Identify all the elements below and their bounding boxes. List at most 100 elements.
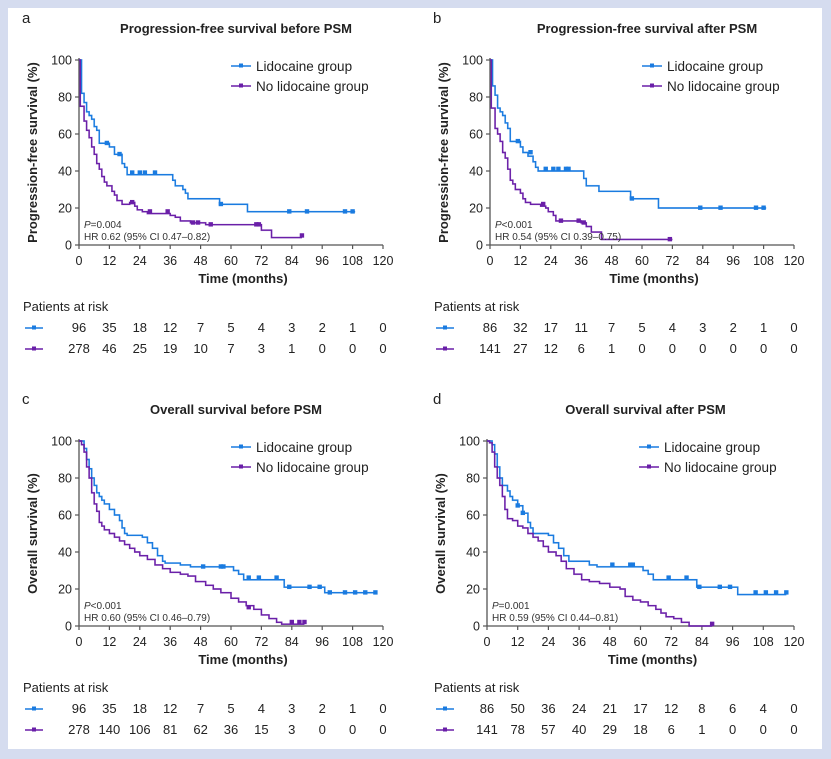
risk-count: 4	[669, 320, 676, 335]
x-tick-label: 48	[194, 635, 208, 649]
y-tick-label: 20	[58, 583, 72, 597]
risk-count: 3	[699, 320, 706, 335]
p-symbol: P	[492, 601, 499, 612]
survival-curve-lidocaine	[487, 440, 787, 596]
censor-mark-no_lidocaine	[289, 619, 294, 625]
x-tick-label: 72	[254, 254, 268, 268]
risk-count: 278	[68, 722, 90, 737]
risk-row-marker-lidocaine	[443, 325, 447, 330]
censor-mark-lidocaine	[352, 590, 358, 595]
risk-count: 62	[193, 722, 207, 737]
censor-mark-lidocaine	[274, 575, 279, 580]
risk-count: 86	[480, 701, 494, 716]
censor-mark-no_lidocaine	[147, 209, 153, 214]
legend-label-no_lidocaine: No lidocaine group	[664, 460, 777, 475]
x-tick-label: 120	[373, 635, 394, 649]
x-tick-label: 0	[76, 635, 83, 649]
censor-mark-lidocaine	[630, 562, 636, 567]
censor-mark-lidocaine	[373, 590, 378, 595]
x-tick-label: 36	[574, 254, 588, 268]
risk-count: 0	[790, 701, 797, 716]
y-axis-label: Progression-free survival (%)	[436, 62, 451, 243]
censor-mark-lidocaine	[221, 564, 226, 569]
p-value: P<0.001	[495, 220, 533, 231]
x-axis-label: Time (months)	[608, 652, 697, 667]
censor-mark-lidocaine	[528, 150, 533, 155]
censor-mark-lidocaine	[342, 590, 348, 595]
y-tick-label: 80	[469, 91, 483, 105]
risk-count: 40	[572, 722, 586, 737]
y-tick-label: 80	[58, 91, 72, 105]
survival-curve-no_lidocaine	[487, 440, 713, 627]
y-axis-label: Overall survival (%)	[433, 473, 448, 594]
risk-count: 0	[760, 341, 767, 356]
risk-count: 32	[513, 320, 527, 335]
y-tick-label: 20	[58, 202, 72, 216]
chart-title: Progression-free survival after PSM	[537, 21, 757, 36]
legend-label-no_lidocaine: No lidocaine group	[256, 460, 369, 475]
chart-panel-d: d Overall survival after PSM Overall survi…	[433, 391, 804, 737]
y-tick-label: 60	[58, 128, 72, 142]
risk-count: 0	[319, 722, 326, 737]
x-tick-label: 84	[285, 254, 299, 268]
p-symbol: P	[84, 220, 91, 231]
risk-count: 12	[544, 341, 558, 356]
x-tick-label: 84	[696, 254, 710, 268]
chart-panel-a: a Progression-free survival before PSM Pro…	[22, 10, 393, 356]
risk-count: 5	[227, 701, 234, 716]
risk-count: 7	[197, 701, 204, 716]
censor-mark-lidocaine	[218, 201, 224, 207]
risk-count: 4	[258, 701, 265, 716]
x-tick-label: 36	[163, 254, 177, 268]
censor-mark-lidocaine	[566, 166, 571, 172]
risk-count: 5	[227, 320, 234, 335]
censor-mark-lidocaine	[697, 584, 702, 590]
chart-title: Progression-free survival before PSM	[120, 21, 352, 36]
censor-mark-no_lidocaine	[297, 619, 302, 625]
legend-label-no_lidocaine: No lidocaine group	[667, 79, 780, 94]
y-tick-label: 100	[462, 54, 483, 68]
censor-mark-no_lidocaine	[254, 222, 259, 227]
survival-curve-lidocaine	[79, 59, 356, 213]
risk-count: 0	[379, 722, 386, 737]
risk-count: 0	[349, 341, 356, 356]
risk-count: 3	[288, 701, 295, 716]
risk-count: 12	[664, 701, 678, 716]
x-tick-label: 60	[635, 254, 649, 268]
censor-mark-no_lidocaine	[208, 222, 213, 227]
risk-count: 0	[790, 320, 797, 335]
p-symbol: P	[495, 220, 502, 231]
y-tick-label: 100	[51, 435, 72, 449]
y-tick-label: 0	[65, 620, 72, 634]
legend-marker-lidocaine	[239, 63, 243, 68]
censor-mark-lidocaine	[117, 151, 122, 157]
hazard-ratio: HR 0.62 (95% CI 0.47–0.82)	[84, 232, 210, 243]
risk-count: 17	[544, 320, 558, 335]
censor-mark-no_lidocaine	[667, 236, 673, 242]
x-tick-label: 84	[285, 635, 299, 649]
censor-mark-lidocaine	[610, 562, 615, 567]
censor-mark-lidocaine	[543, 166, 548, 172]
y-axis-label: Overall survival (%)	[25, 473, 40, 594]
risk-count: 0	[379, 320, 386, 335]
x-tick-label: 60	[634, 635, 648, 649]
censor-mark-lidocaine	[130, 170, 135, 175]
risk-count: 0	[790, 722, 797, 737]
legend-marker-no_lidocaine	[647, 464, 651, 469]
x-tick-label: 96	[726, 635, 740, 649]
panel-letter: b	[433, 10, 441, 27]
risk-count: 140	[99, 722, 121, 737]
censor-mark-no_lidocaine	[302, 619, 307, 625]
risk-count: 0	[349, 722, 356, 737]
risk-count: 78	[510, 722, 524, 737]
censor-mark-no_lidocaine	[709, 621, 715, 627]
censor-mark-no_lidocaine	[558, 218, 564, 223]
risk-count: 36	[224, 722, 238, 737]
y-tick-label: 0	[476, 239, 483, 253]
censor-mark-no_lidocaine	[165, 209, 170, 214]
censor-mark-lidocaine	[773, 590, 779, 595]
risk-count: 0	[379, 341, 386, 356]
y-tick-label: 100	[51, 54, 72, 68]
risk-row-marker-no_lidocaine	[443, 727, 447, 732]
